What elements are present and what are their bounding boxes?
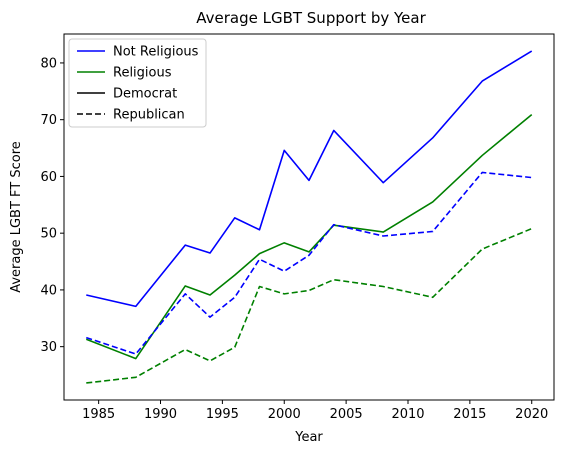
legend-label: Republican [113, 108, 185, 123]
legend: Not Religious Religious Democrat Republican [68, 38, 207, 128]
x-axis-title: Year [294, 430, 323, 445]
series-line-not-religious-democrat [86, 50, 533, 308]
chart-title: Average LGBT Support by Year [196, 9, 426, 27]
series-line-religious-republican [86, 227, 533, 384]
y-tick-label: 60 [40, 170, 57, 185]
y-axis: 30 40 50 60 70 80 [40, 56, 64, 355]
x-tick-label: 2005 [330, 407, 363, 422]
y-tick-label: 40 [40, 283, 57, 298]
series-line-not-religious-republican [86, 171, 532, 355]
legend-label: Not Religious [113, 45, 199, 60]
y-tick-label: 50 [40, 227, 57, 242]
y-tick-label: 30 [40, 340, 57, 355]
y-tick-label: 80 [40, 56, 57, 71]
x-tick-label: 1985 [82, 407, 115, 422]
series-line-religious-democrat [85, 113, 533, 360]
x-tick-label: 2015 [453, 407, 486, 422]
x-tick-label: 1990 [144, 407, 177, 422]
legend-box [68, 38, 207, 128]
legend-label: Democrat [113, 87, 177, 102]
series-layer [85, 50, 533, 384]
y-tick-label: 70 [40, 113, 57, 128]
legend-label: Religious [113, 66, 172, 81]
y-axis-title: Average LGBT FT Score [9, 141, 24, 293]
x-tick-label: 2010 [391, 407, 424, 422]
x-tick-label: 2020 [515, 407, 548, 422]
plot-area [63, 33, 555, 401]
x-tick-label: 1995 [206, 407, 239, 422]
x-axis: 1985 1990 1995 2000 2005 2010 2015 2020 [82, 400, 548, 422]
x-tick-label: 2000 [268, 407, 301, 422]
